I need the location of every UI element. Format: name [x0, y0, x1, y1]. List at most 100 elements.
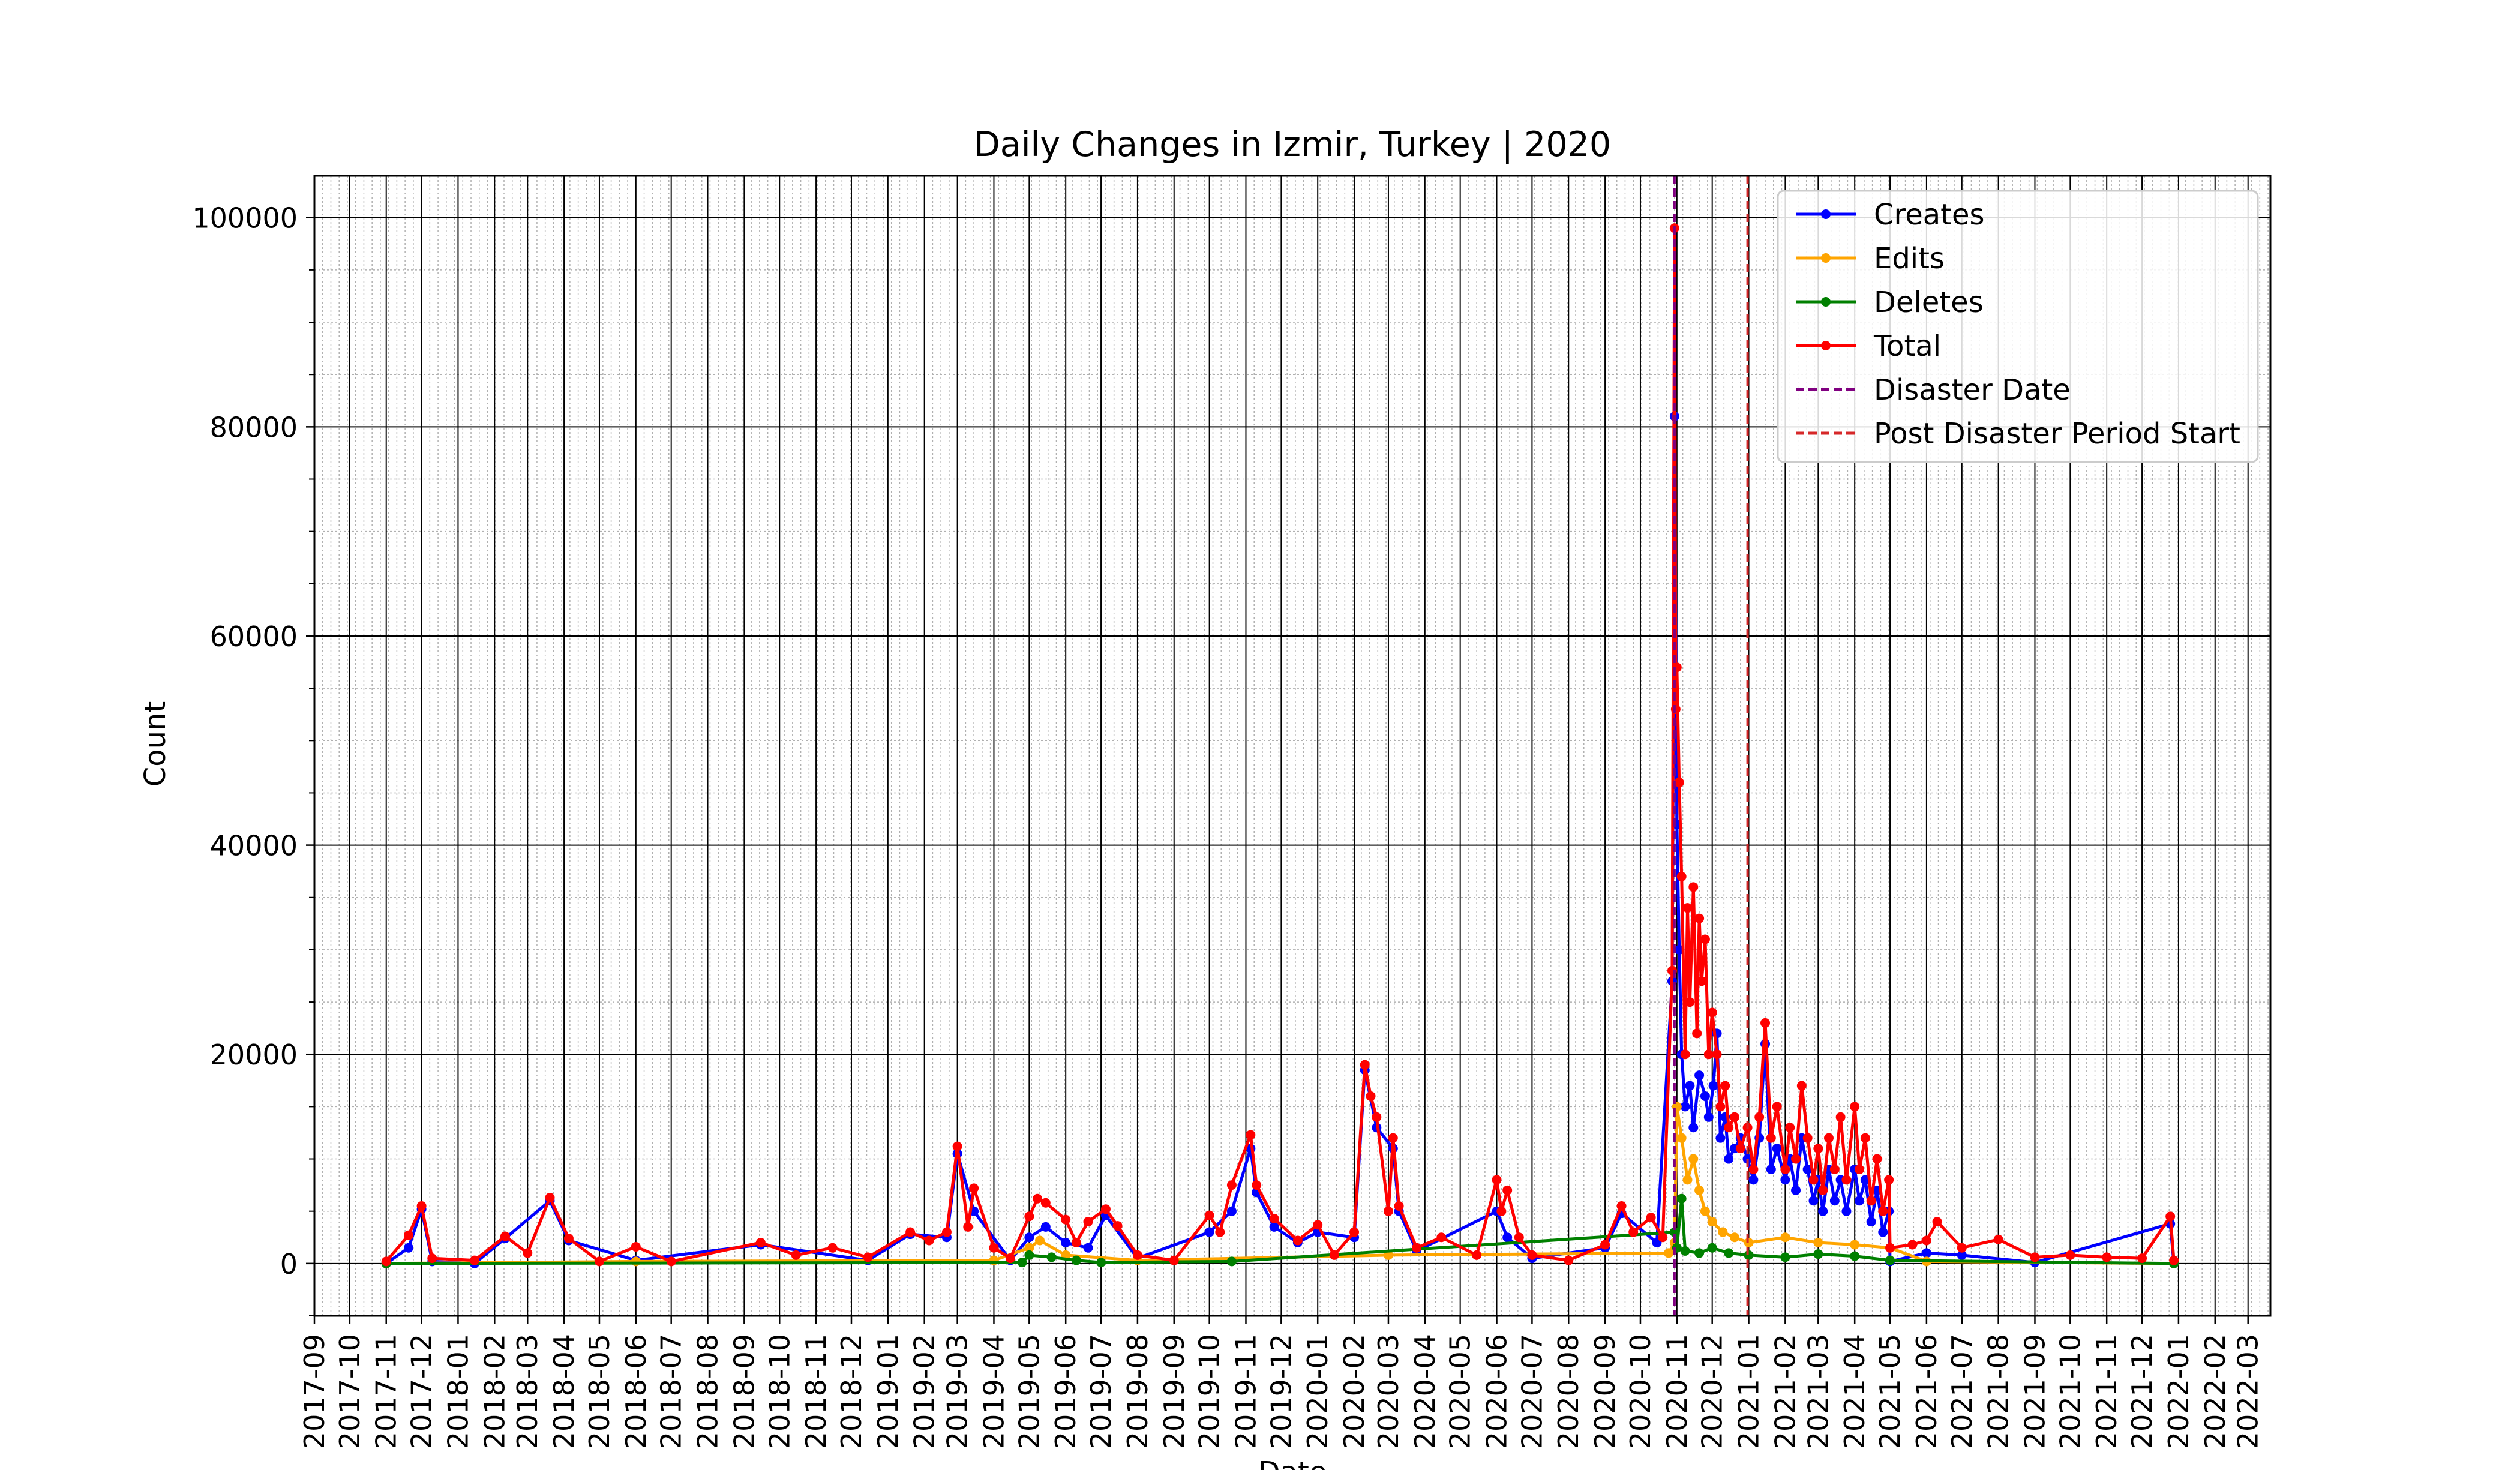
data-point-total [1646, 1213, 1656, 1223]
x-tick-label: 2020-09 [1589, 1334, 1621, 1449]
data-point-total [952, 1141, 962, 1151]
data-point-total [1383, 1206, 1393, 1216]
data-point-creates [1802, 1164, 1813, 1174]
x-tick-label: 2018-05 [583, 1334, 616, 1449]
data-point-total [827, 1243, 838, 1253]
y-tick-label: 60000 [210, 620, 298, 653]
legend-marker [1821, 209, 1831, 219]
data-point-total [1674, 778, 1684, 788]
data-point-creates [1502, 1232, 1513, 1243]
data-point-total [1760, 1018, 1771, 1028]
legend-marker [1821, 341, 1831, 350]
data-point-creates [1226, 1206, 1237, 1216]
data-point-total [1685, 997, 1695, 1007]
data-point-total [1071, 1237, 1081, 1247]
data-point-total [1829, 1164, 1840, 1174]
x-tick-label: 2018-01 [442, 1334, 474, 1449]
data-point-total [1676, 871, 1687, 881]
data-point-deletes [1850, 1251, 1860, 1261]
data-point-total [1394, 1201, 1404, 1211]
x-tick-label: 2018-12 [835, 1334, 868, 1449]
legend-marker [1821, 253, 1831, 263]
x-tick-label: 2020-05 [1444, 1334, 1477, 1449]
x-tick-labels: 2017-09 2017-10 2017-11 2017-12 2018-01 2018-… [298, 1334, 2264, 1449]
y-tick-label: 40000 [210, 830, 298, 862]
data-point-edits [1024, 1243, 1034, 1253]
data-point-total [2137, 1253, 2147, 1264]
x-tick-label: 2019-01 [872, 1334, 904, 1449]
data-point-edits [1813, 1237, 1823, 1247]
data-point-total [1712, 1049, 1722, 1060]
data-point-total [1564, 1255, 1574, 1265]
data-point-total [1707, 1007, 1717, 1018]
legend-label: Deletes [1874, 286, 1984, 319]
data-point-total [1100, 1204, 1111, 1214]
data-point-total [1169, 1255, 1179, 1265]
x-tick-label: 2018-02 [478, 1334, 511, 1449]
x-tick-label: 2019-04 [977, 1334, 1010, 1449]
data-point-creates [1694, 1070, 1705, 1081]
data-point-total [1850, 1102, 1860, 1112]
data-point-total [1472, 1250, 1482, 1260]
data-point-creates [1204, 1227, 1214, 1237]
x-tick-label: 2018-07 [655, 1334, 688, 1449]
data-point-total [1658, 1232, 1668, 1243]
data-point-total [1366, 1091, 1376, 1101]
data-point-total [1688, 882, 1699, 892]
x-tick-label: 2022-03 [2232, 1334, 2264, 1449]
legend-label: Edits [1874, 242, 1945, 275]
x-tick-label: 2021-06 [1910, 1334, 1943, 1449]
data-point-total [1033, 1193, 1043, 1204]
data-point-creates [1688, 1123, 1699, 1133]
data-point-total [2030, 1252, 2040, 1262]
data-point-total [1269, 1213, 1279, 1223]
data-point-total [1785, 1123, 1795, 1133]
data-point-total [523, 1248, 533, 1258]
data-point-total [755, 1237, 766, 1247]
x-tick-label: 2020-07 [1516, 1334, 1548, 1449]
data-point-total [1780, 1164, 1790, 1174]
x-tick-label: 2021-10 [2054, 1334, 2086, 1449]
data-point-creates [1766, 1164, 1776, 1174]
y-tick-label: 80000 [210, 411, 298, 443]
data-point-creates [1724, 1154, 1734, 1164]
data-point-total [1720, 1081, 1730, 1091]
data-point-edits [1700, 1206, 1710, 1216]
data-point-total [404, 1230, 414, 1240]
y-tick-labels: 0 20000 40000 60000 80000 100000 [192, 202, 298, 1280]
data-point-deletes [1813, 1249, 1823, 1259]
data-point-total [545, 1193, 555, 1203]
data-point-creates [1061, 1237, 1071, 1247]
x-tick-label: 2021-11 [2090, 1334, 2123, 1449]
x-tick-label: 2019-02 [908, 1334, 941, 1449]
x-tick-label: 2020-10 [1624, 1334, 1657, 1449]
y-axis-label: Count [139, 701, 172, 787]
data-point-total [924, 1235, 934, 1246]
x-tick-label: 2021-04 [1838, 1334, 1871, 1449]
data-point-deletes [1707, 1243, 1717, 1253]
data-point-total [1885, 1243, 1895, 1253]
data-point-total [1700, 934, 1710, 944]
data-point-total [1993, 1234, 2003, 1244]
data-point-total [1492, 1175, 1502, 1185]
legend-box [1777, 190, 2259, 463]
x-tick-label: 2021-08 [1982, 1334, 2015, 1449]
data-point-deletes [1885, 1255, 1895, 1265]
data-point-total [666, 1256, 676, 1267]
x-tick-label: 2019-10 [1193, 1334, 1226, 1449]
data-point-total [1005, 1253, 1015, 1264]
legend-label: Creates [1874, 198, 1985, 232]
legend-label: Post Disaster Period Start [1874, 417, 2240, 451]
x-tick-label: 2020-04 [1409, 1334, 1441, 1449]
data-point-total [1694, 913, 1705, 923]
data-point-creates [1957, 1250, 1967, 1260]
x-tick-label: 2017-12 [406, 1334, 438, 1449]
data-point-total [1835, 1112, 1846, 1122]
data-point-deletes [1780, 1252, 1790, 1262]
x-tick-label: 2018-10 [763, 1334, 796, 1449]
data-point-total [563, 1234, 574, 1244]
data-point-deletes [1694, 1248, 1705, 1258]
data-point-total [1884, 1175, 1894, 1185]
data-point-deletes [1669, 1227, 1679, 1237]
data-point-edits [1850, 1240, 1860, 1250]
